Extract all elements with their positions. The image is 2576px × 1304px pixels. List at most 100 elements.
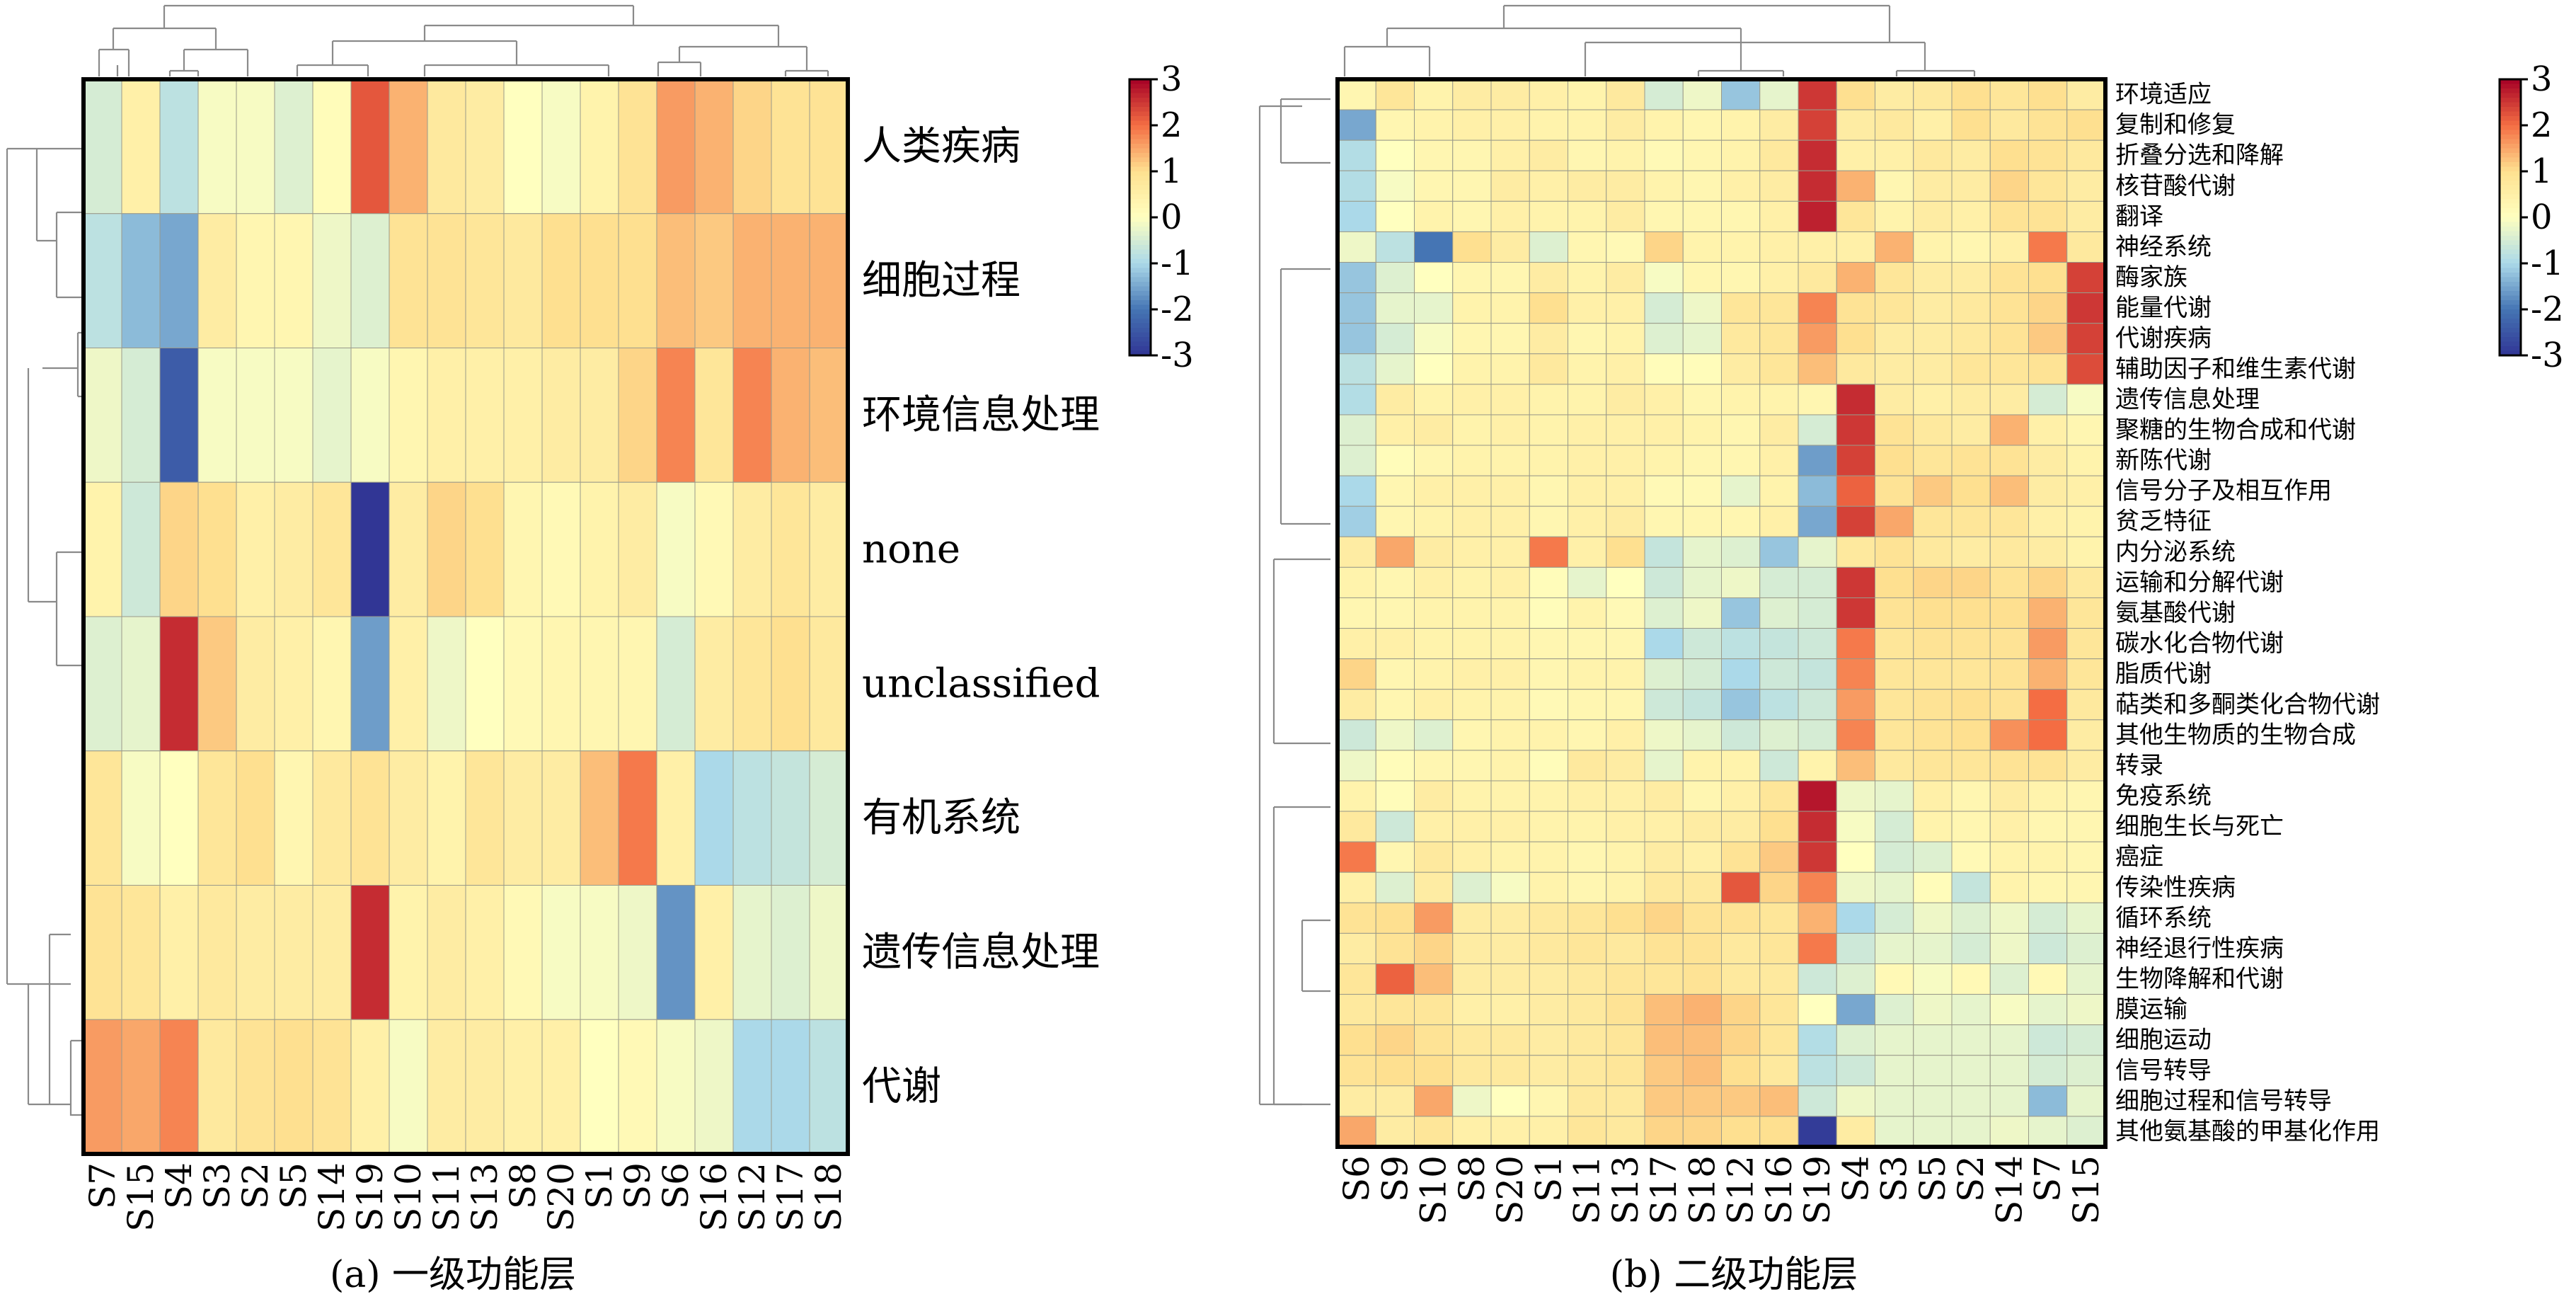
colorbar-segment [1129,107,1151,113]
heatmap-cell [1875,994,1914,1026]
heatmap-cell [350,213,390,348]
heatmap-cell [2066,262,2106,294]
colorbar-tick-label: -1 [1161,244,1194,283]
heatmap-cell [1721,445,1761,476]
heatmap-cell [2028,1055,2068,1087]
heatmap-cell [1951,780,1991,812]
heatmap-cell [2028,871,2068,903]
colorbar-segment [2500,245,2521,251]
heatmap-cell [1414,1085,1454,1117]
heatmap-cell [1798,780,1837,812]
heatmap-cell [1375,292,1415,324]
colorbar-segment [1129,282,1151,287]
panel-b-heatmap [1337,79,2106,1148]
heatmap-cell [1529,170,1568,202]
heatmap-cell [2066,414,2106,446]
heatmap-cell [1798,323,1837,355]
row-label: 脂质代谢 [2115,660,2212,688]
heatmap-cell [1875,353,1914,385]
heatmap-cell [1568,384,1607,416]
heatmap-cell [1452,475,1492,507]
row-label: 传染性疾病 [2115,874,2236,902]
heatmap-cell [1490,414,1530,446]
heatmap-cell [2066,841,2106,873]
heatmap-cell [1951,139,1991,171]
heatmap-cell [1452,750,1492,782]
heatmap-cell [465,1019,505,1155]
panel-a-heatmap [83,79,849,1155]
panel-a-caption: (a) 一级功能层 [330,1254,576,1296]
heatmap-cell [1759,994,1799,1026]
heatmap-cell [732,348,772,483]
heatmap-cell [1606,628,1645,660]
heatmap-cell [1913,811,1953,842]
colorbar-segment [2500,277,2521,282]
colorbar-segment [1129,120,1151,126]
heatmap-cell [1337,79,1376,110]
heatmap-cell [1951,902,1991,934]
heatmap-cell [1951,811,1991,842]
heatmap-cell [618,1019,657,1155]
heatmap-cell [618,348,657,483]
panel-b-frame [1335,77,2108,1149]
heatmap-cell [1490,841,1530,873]
heatmap-cell [1529,231,1568,263]
heatmap-cell [1798,811,1837,842]
heatmap-cell [1490,262,1530,294]
heatmap-cell [2028,292,2068,324]
colorbar-segment [2500,190,2521,195]
heatmap-cell [2028,689,2068,721]
heatmap-cell [2066,323,2106,355]
heatmap-cell [694,79,734,215]
heatmap-cell [1375,1024,1415,1056]
heatmap-cell [1337,841,1376,873]
colorbar-segment [2500,286,2521,292]
colorbar-segment [1129,111,1151,117]
heatmap-cell [1606,536,1645,568]
heatmap-cell [1529,750,1568,782]
column-label: S17 [1643,1155,1684,1225]
heatmap-cell [2028,475,2068,507]
heatmap-cell [1951,719,1991,751]
heatmap-cell [236,481,275,617]
heatmap-cell [1951,963,1991,995]
heatmap-cell [580,885,619,1020]
row-label: 代谢 [862,1064,941,1110]
heatmap-cell [1452,139,1492,171]
heatmap-cell [236,79,275,215]
colorbar-segment [2500,332,2521,338]
colorbar-segment [2500,116,2521,122]
heatmap-cell [1529,811,1568,842]
heatmap-cell [656,750,696,886]
heatmap-cell [1759,536,1799,568]
heatmap-cell [1606,384,1645,416]
heatmap-cell [1989,1055,2029,1087]
heatmap-cell [809,348,849,483]
colorbar-segment [2500,222,2521,227]
heatmap-cell [1913,323,1953,355]
heatmap-cell [1875,414,1914,446]
heatmap-cell [1452,323,1492,355]
heatmap-cell [427,348,466,483]
colorbar-segment [1129,93,1151,98]
heatmap-cell [1836,1024,1875,1056]
heatmap-cell [1529,1055,1568,1087]
heatmap-cell [2028,170,2068,202]
heatmap-cell [1682,994,1722,1026]
heatmap-cell [1375,994,1415,1026]
heatmap-cell [83,885,122,1020]
heatmap-cell [1337,750,1376,782]
heatmap-cell [197,481,237,617]
heatmap-cell [1682,658,1722,690]
heatmap-cell [1721,1085,1761,1117]
heatmap-cell [1337,719,1376,751]
heatmap-cell [159,616,199,752]
heatmap-cell [1875,536,1914,568]
heatmap-cell [1414,384,1454,416]
heatmap-cell [1529,292,1568,324]
heatmap-cell [2028,932,2068,964]
heatmap-cell [1875,262,1914,294]
heatmap-cell [1913,109,1953,141]
heatmap-cell [1989,1024,2029,1056]
heatmap-cell [1375,1055,1415,1087]
